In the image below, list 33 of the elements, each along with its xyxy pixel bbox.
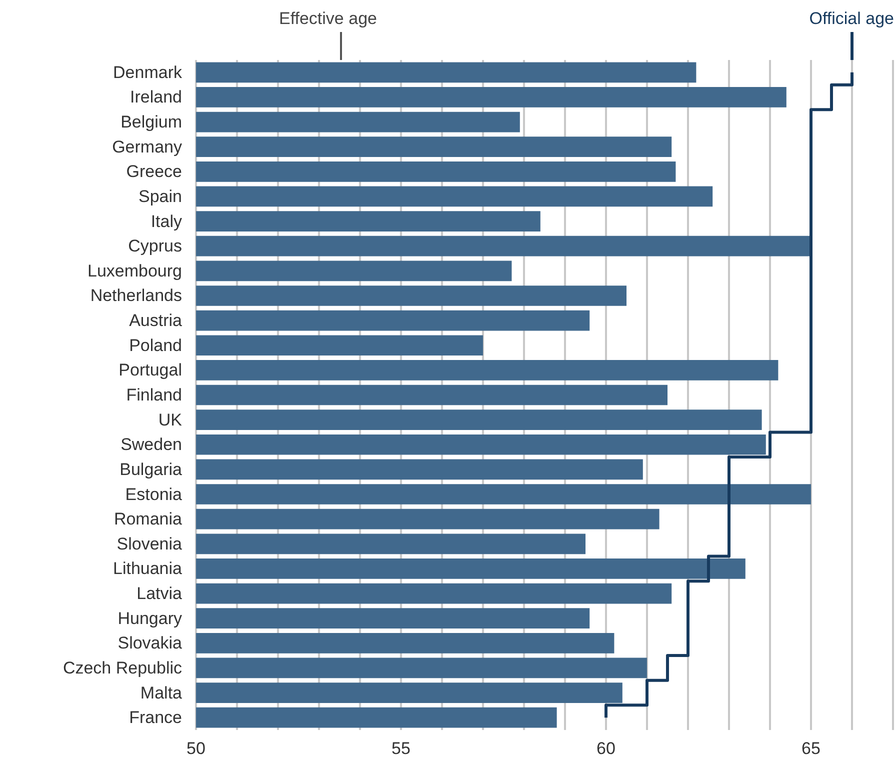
y-tick-label: Slovenia — [116, 534, 183, 554]
y-tick-label: Slovakia — [118, 634, 183, 653]
x-tick-label: 65 — [802, 739, 820, 758]
y-tick-label: Italy — [150, 212, 182, 231]
y-tick-label: Hungary — [118, 608, 182, 628]
y-tick-label: Ireland — [130, 88, 182, 107]
y-tick-label: Austria — [129, 311, 183, 330]
y-tick-label: Portugal — [118, 360, 182, 380]
y-tick-label: Germany — [112, 137, 182, 156]
x-tick-label: 50 — [186, 739, 206, 758]
y-tick-label: Bulgaria — [120, 460, 183, 479]
y-tick-label: Luxembourg — [87, 261, 182, 280]
y-tick-label: Cyprus — [128, 236, 182, 256]
y-tick-label: France — [129, 708, 182, 728]
y-tick-label: UK — [158, 410, 183, 430]
y-tick-label: Sweden — [120, 435, 182, 454]
y-tick-label: Latvia — [136, 584, 183, 604]
y-tick-label: Poland — [129, 336, 182, 355]
x-tick-label: 60 — [596, 739, 616, 758]
y-tick-label: Estonia — [125, 484, 183, 504]
y-tick-label: Czech Republic — [62, 658, 182, 678]
y-tick-label: Netherlands — [90, 286, 182, 306]
y-tick-label: Greece — [126, 162, 182, 182]
text: Official age — [809, 9, 894, 28]
y-tick-label: Spain — [138, 186, 182, 206]
x-tick-label: 55 — [392, 739, 410, 758]
y-tick-label: Finland — [126, 386, 182, 404]
y-tick-label: Denmark — [113, 62, 182, 82]
y-tick-label: Belgium — [120, 112, 182, 132]
y-tick-label: Lithuania — [112, 559, 183, 578]
y-tick-label: Malta — [140, 683, 183, 702]
y-tick-label: Romania — [114, 510, 183, 529]
text: Effective age — [279, 9, 377, 28]
